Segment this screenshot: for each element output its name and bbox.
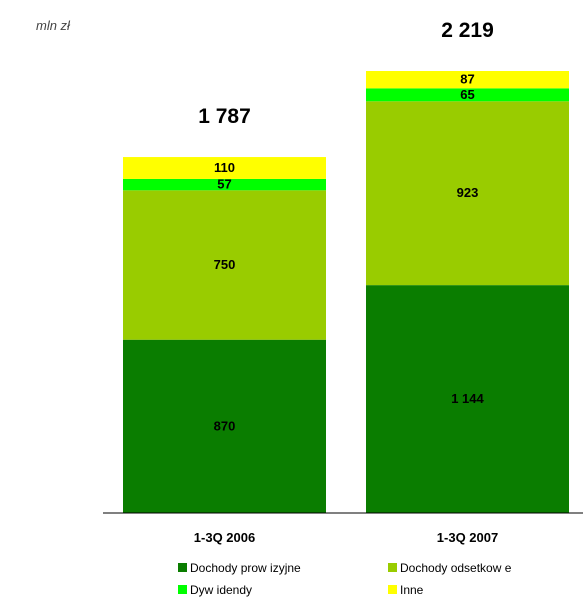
data-label: 110 (214, 160, 235, 175)
bar-segment (123, 157, 326, 179)
bar-segment (366, 285, 569, 513)
data-label: 750 (214, 257, 236, 272)
data-label: 870 (214, 418, 236, 433)
data-label: 65 (460, 87, 474, 102)
bar-segment (366, 101, 569, 286)
category-label: 1-3Q 2007 (437, 530, 498, 545)
legend-label: Dochody prow izyjne (190, 561, 301, 575)
legend-label: Inne (400, 583, 424, 597)
bar-segment (366, 71, 569, 89)
bar-segment (123, 178, 326, 191)
legend-label: Dyw idendy (190, 583, 253, 597)
unit-label: mln zł (36, 18, 70, 33)
total-label: 1 787 (198, 105, 251, 128)
bar-segment (123, 190, 326, 340)
legend-swatch (178, 585, 187, 595)
bar-segment (123, 339, 326, 513)
legend-item-dywidendy: Dyw idendy (178, 582, 252, 598)
data-label: 1 144 (451, 391, 484, 406)
legend-item-inne: Inne (388, 582, 423, 598)
data-label: 87 (460, 72, 474, 87)
legend-swatch (178, 563, 187, 573)
legend-swatch (388, 563, 397, 573)
legend-item-dochody-odsetkowe: Dochody odsetkow e (388, 560, 511, 576)
data-label: 923 (457, 185, 479, 200)
category-label: 1-3Q 2006 (194, 530, 255, 545)
data-label: 57 (217, 177, 231, 192)
legend-label: Dochody odsetkow e (400, 561, 512, 575)
total-label: 2 219 (441, 19, 494, 42)
bar-segment (366, 88, 569, 102)
legend-item-dochody-prowizyjne: Dochody prow izyjne (178, 560, 301, 576)
legend-swatch (388, 585, 397, 595)
